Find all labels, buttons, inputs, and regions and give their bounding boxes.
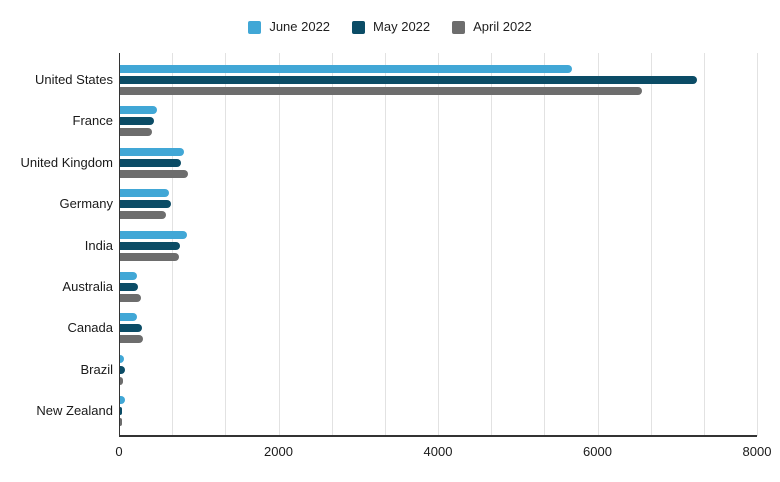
legend-item-april-2022[interactable]: April 2022 xyxy=(452,20,532,34)
bar-may-2022-new-zealand[interactable] xyxy=(120,407,122,416)
category-label-new-zealand: New Zealand xyxy=(36,403,113,419)
x-tick-label: 8000 xyxy=(742,444,772,459)
gridline xyxy=(438,53,439,436)
x-tick-label: 4000 xyxy=(423,444,453,459)
bar-june-2022-canada[interactable] xyxy=(120,313,137,322)
bar-may-2022-france[interactable] xyxy=(120,117,155,126)
bar-april-2022-brazil[interactable] xyxy=(120,376,123,385)
bar-april-2022-canada[interactable] xyxy=(120,335,143,344)
plot-area xyxy=(119,53,758,437)
category-label-india: India xyxy=(84,237,113,253)
bar-june-2022-brazil[interactable] xyxy=(120,354,125,363)
bar-june-2022-australia[interactable] xyxy=(120,272,137,280)
gridline xyxy=(544,53,546,436)
category-label-united-states: United States xyxy=(34,72,113,87)
category-label-france: France xyxy=(72,113,113,129)
gridline xyxy=(384,53,386,436)
legend-swatch-icon xyxy=(452,20,466,34)
x-tick-label: 2000 xyxy=(264,444,293,459)
category-label-united-kingdom: United Kingdom xyxy=(20,154,114,170)
bar-june-2022-france[interactable] xyxy=(120,106,157,115)
chart-legend: June 2022 May 2022 April 2022 xyxy=(0,20,780,34)
bar-june-2022-new-zealand[interactable] xyxy=(120,396,125,405)
bar-april-2022-united-states[interactable] xyxy=(120,87,643,95)
gridline xyxy=(491,53,493,436)
bar-june-2022-united-states[interactable] xyxy=(120,65,573,73)
bar-april-2022-united-kingdom[interactable] xyxy=(120,169,189,178)
gridline xyxy=(331,53,333,436)
gridline xyxy=(703,53,705,436)
bar-may-2022-united-states[interactable] xyxy=(120,76,697,84)
category-label-australia: Australia xyxy=(62,279,113,294)
category-label-brazil: Brazil xyxy=(80,361,113,377)
gridline xyxy=(650,53,652,436)
bar-april-2022-india[interactable] xyxy=(120,252,179,261)
bar-june-2022-germany[interactable] xyxy=(120,189,169,198)
category-label-germany: Germany xyxy=(59,196,113,212)
gridline xyxy=(278,53,280,436)
bar-may-2022-india[interactable] xyxy=(120,241,181,250)
bar-april-2022-germany[interactable] xyxy=(120,211,166,220)
category-label-canada: Canada xyxy=(67,320,113,336)
bar-may-2022-germany[interactable] xyxy=(120,200,171,209)
legend-label: April 2022 xyxy=(473,19,532,34)
legend-swatch-icon xyxy=(248,20,262,34)
bar-may-2022-canada[interactable] xyxy=(120,324,143,333)
bar-april-2022-australia[interactable] xyxy=(120,294,141,302)
bar-june-2022-united-kingdom[interactable] xyxy=(120,147,184,156)
legend-label: May 2022 xyxy=(373,19,431,34)
legend-swatch-icon xyxy=(352,20,366,34)
bar-june-2022-india[interactable] xyxy=(120,230,187,239)
legend-label: June 2022 xyxy=(269,19,331,34)
gridline xyxy=(757,53,758,436)
x-tick-label: 6000 xyxy=(583,444,612,459)
x-axis-line xyxy=(119,435,757,437)
gridline xyxy=(225,53,227,436)
bar-may-2022-brazil[interactable] xyxy=(120,365,126,374)
bar-april-2022-france[interactable] xyxy=(120,128,152,137)
legend-item-may-2022[interactable]: May 2022 xyxy=(352,20,430,34)
bar-may-2022-australia[interactable] xyxy=(120,283,138,291)
x-tick-label: 0 xyxy=(115,444,123,459)
y-axis-line xyxy=(119,53,120,436)
bar-april-2022-new-zealand[interactable] xyxy=(120,418,123,427)
bar-may-2022-united-kingdom[interactable] xyxy=(120,158,181,167)
gridline xyxy=(597,53,599,436)
legend-item-june-2022[interactable]: June 2022 xyxy=(248,20,330,34)
